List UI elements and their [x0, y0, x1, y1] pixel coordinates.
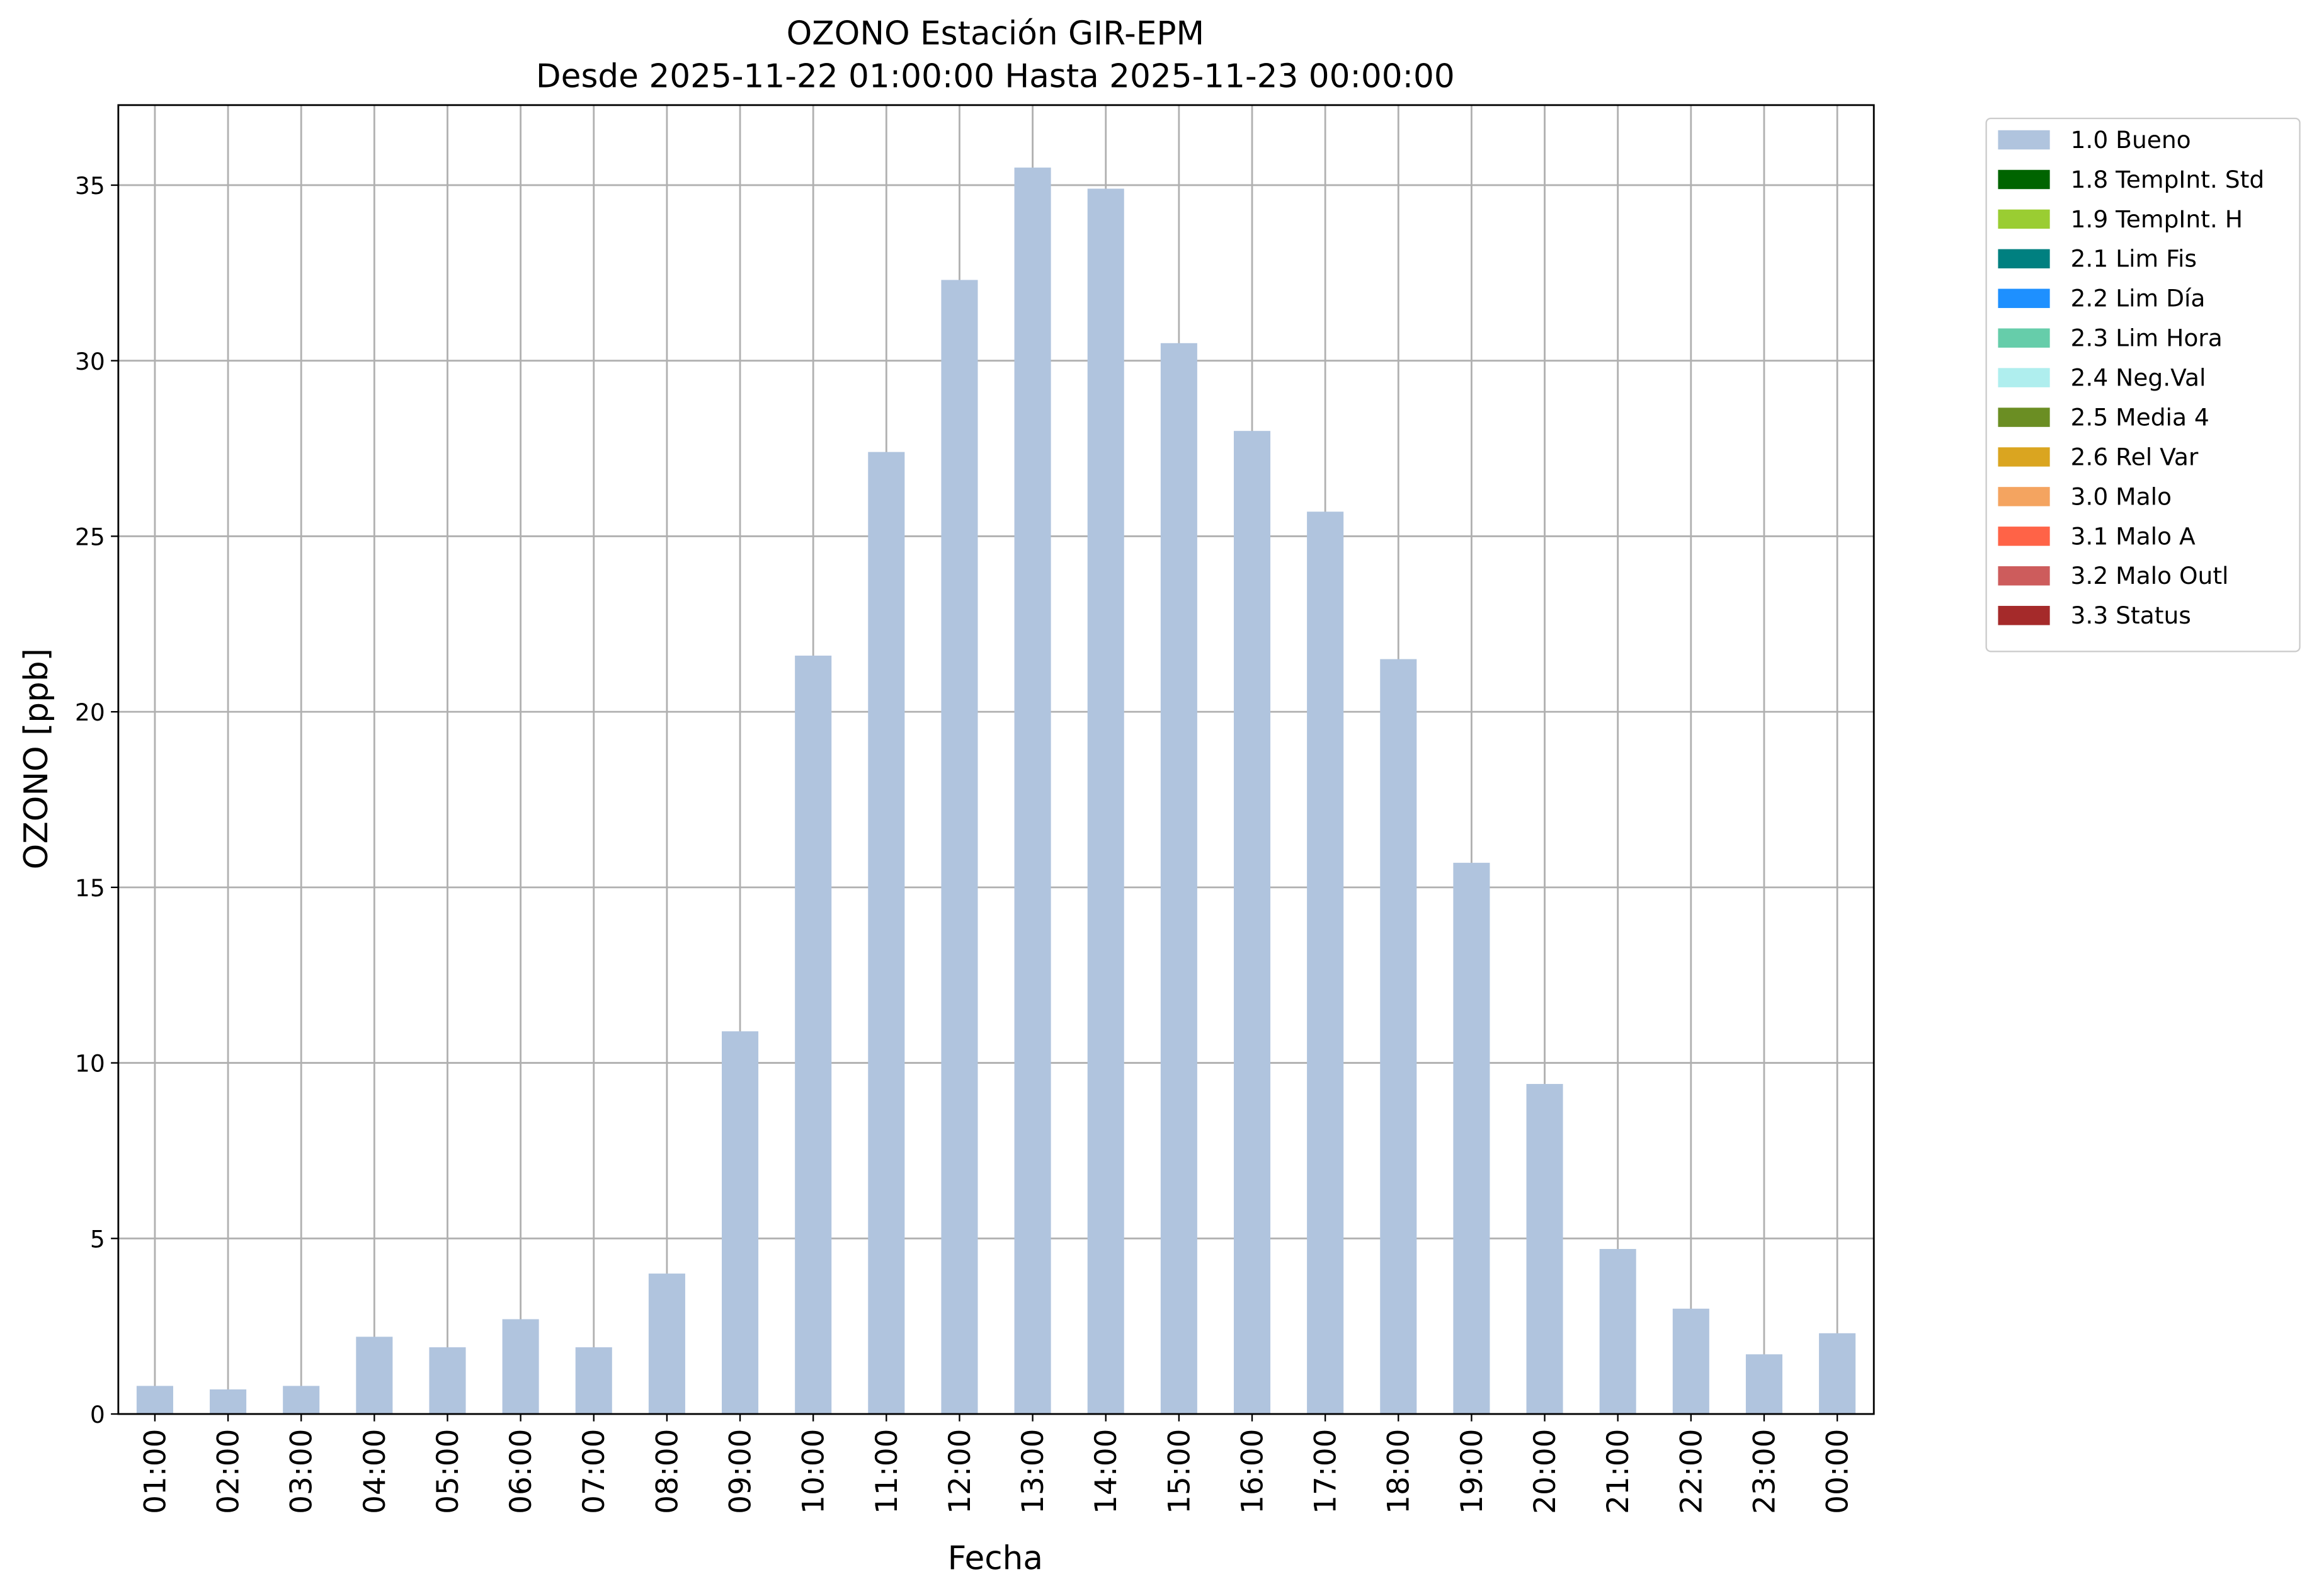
y-tick-label: 35 — [75, 172, 105, 200]
legend-label: 2.1 Lim Fis — [2071, 245, 2197, 273]
x-tick-label: 13:00 — [1016, 1429, 1051, 1514]
x-tick-label: 22:00 — [1674, 1429, 1709, 1514]
legend-label: 3.0 Malo — [2071, 482, 2172, 510]
legend-swatch — [1998, 605, 2050, 625]
bar — [795, 655, 832, 1415]
plot-frame — [117, 104, 1875, 1415]
x-tick-label: 03:00 — [285, 1429, 319, 1514]
legend-swatch — [1998, 566, 2050, 586]
bar — [502, 1319, 539, 1415]
legend-label: 1.9 TempInt. H — [2071, 205, 2243, 233]
bar — [429, 1347, 466, 1415]
bar — [136, 1386, 173, 1415]
y-tick-label: 20 — [75, 698, 105, 726]
bar — [1307, 511, 1344, 1415]
x-tick-label: 21:00 — [1601, 1429, 1636, 1514]
bar — [1160, 343, 1197, 1415]
legend-label: 2.4 Neg.Val — [2071, 364, 2206, 392]
y-tick-label: 15 — [75, 874, 105, 902]
legend-label: 2.2 Lim Día — [2071, 285, 2206, 312]
bar — [575, 1347, 612, 1415]
x-tick-label: 19:00 — [1455, 1429, 1490, 1514]
x-tick-label: 00:00 — [1821, 1429, 1855, 1514]
x-tick-label: 10:00 — [797, 1429, 831, 1514]
x-tick-label: 12:00 — [943, 1429, 977, 1514]
bar — [868, 452, 905, 1415]
x-tick-label: 09:00 — [723, 1429, 758, 1514]
legend-label: 1.0 Bueno — [2071, 126, 2191, 154]
legend-swatch — [1998, 169, 2050, 190]
legend-box — [1985, 117, 2301, 653]
x-tick-label: 11:00 — [870, 1429, 904, 1514]
bar — [1453, 862, 1490, 1415]
bar — [1599, 1249, 1636, 1415]
legend-swatch — [1998, 130, 2050, 150]
legend-label: 3.3 Status — [2071, 601, 2191, 629]
bar — [1819, 1333, 1856, 1415]
x-tick-label: 15:00 — [1162, 1429, 1197, 1514]
legend-swatch — [1998, 209, 2050, 229]
x-tick-label: 05:00 — [431, 1429, 465, 1514]
legend-swatch — [1998, 368, 2050, 387]
bar — [1014, 168, 1051, 1415]
legend-swatch — [1998, 328, 2050, 348]
y-tick-label: 30 — [75, 348, 105, 375]
bar — [1233, 431, 1271, 1415]
x-tick-label: 23:00 — [1747, 1429, 1782, 1514]
bar — [941, 280, 978, 1415]
x-tick-label: 08:00 — [650, 1429, 685, 1514]
y-tick-label: 5 — [90, 1225, 105, 1253]
legend-swatch — [1998, 447, 2050, 467]
bar — [1526, 1084, 1563, 1415]
legend-label: 2.6 Rel Var — [2071, 443, 2199, 470]
bar — [356, 1337, 393, 1415]
chart-subtitle: Desde 2025-11-22 01:00:00 Hasta 2025-11-… — [536, 58, 1455, 96]
x-tick-label: 20:00 — [1528, 1429, 1563, 1514]
x-tick-label: 14:00 — [1089, 1429, 1124, 1514]
x-tick-label: 16:00 — [1235, 1429, 1270, 1514]
legend-label: 3.2 Malo Outl — [2071, 562, 2229, 590]
x-tick-label: 04:00 — [358, 1429, 392, 1514]
bar — [722, 1031, 759, 1415]
y-tick-label: 0 — [90, 1401, 105, 1428]
x-tick-label: 07:00 — [577, 1429, 612, 1514]
x-tick-label: 18:00 — [1382, 1429, 1416, 1514]
legend-swatch — [1998, 408, 2050, 427]
bar — [283, 1386, 320, 1415]
y-tick-label: 10 — [75, 1050, 105, 1078]
legend-label: 2.5 Media 4 — [2071, 403, 2209, 431]
x-tick-label: 17:00 — [1309, 1429, 1343, 1514]
x-tick-label: 02:00 — [212, 1429, 246, 1514]
legend-label: 3.1 Malo A — [2071, 522, 2196, 550]
bar — [1672, 1308, 1709, 1415]
bar — [1380, 659, 1417, 1415]
legend-swatch — [1998, 249, 2050, 269]
legend-swatch — [1998, 487, 2050, 506]
legend-label: 2.3 Lim Hora — [2071, 324, 2223, 352]
legend-swatch — [1998, 288, 2050, 309]
x-tick-label: 06:00 — [504, 1429, 538, 1514]
bar — [1745, 1354, 1783, 1415]
x-tick-label: 01:00 — [138, 1429, 173, 1514]
chart-title: OZONO Estación GIR-EPM — [787, 15, 1204, 53]
bar — [1087, 188, 1124, 1415]
legend-label: 1.8 TempInt. Std — [2071, 166, 2265, 193]
legend-swatch — [1998, 527, 2050, 546]
bar — [648, 1274, 685, 1415]
y-axis-label: OZONO [ppb] — [18, 648, 55, 869]
y-tick-label: 25 — [75, 523, 105, 550]
x-axis-label: Fecha — [948, 1540, 1043, 1578]
bar — [210, 1389, 247, 1415]
